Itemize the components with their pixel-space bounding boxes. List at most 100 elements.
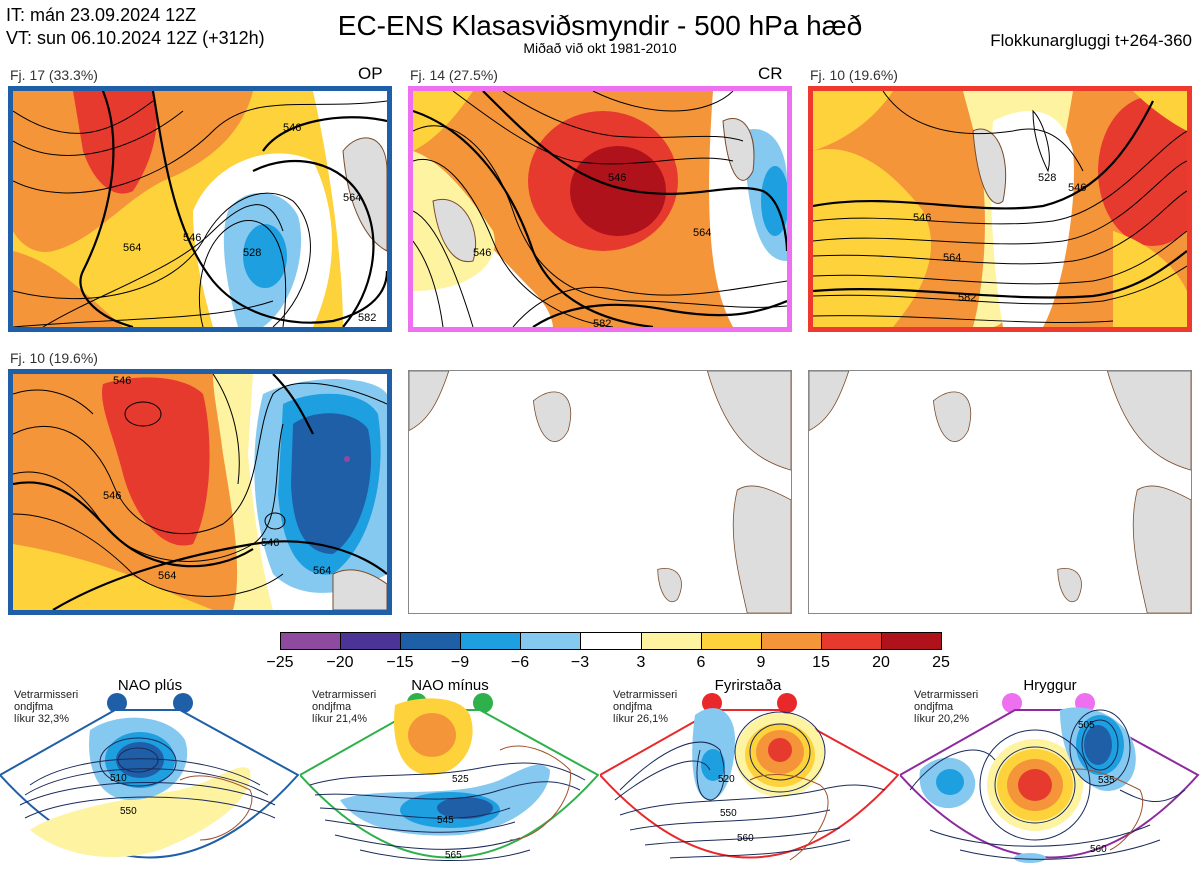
colorbar-swatch xyxy=(341,633,402,649)
colorbar-tick: −9 xyxy=(450,654,470,671)
colorbar-tick: −15 xyxy=(386,654,414,671)
colorbar-swatch xyxy=(641,633,702,649)
init-time: IT: mán 23.09.2024 12Z xyxy=(6,5,197,25)
colorbar-swatch xyxy=(761,633,822,649)
regime-1-marker xyxy=(173,693,193,713)
contour-label: 545 xyxy=(437,815,454,826)
contour-label: 582 xyxy=(593,318,611,327)
regime-3-marker xyxy=(777,693,797,713)
contour-label: 564 xyxy=(158,570,176,582)
contour-label: 560 xyxy=(737,833,754,844)
colorbar-swatch xyxy=(521,633,582,649)
regime-note-line: líkur 20,2% xyxy=(914,713,970,725)
cluster-2-map: 546 546 564 582 xyxy=(408,86,792,332)
regime-note-line: líkur 32,3% xyxy=(14,713,70,725)
contour-label: 582 xyxy=(958,292,976,304)
cluster-1-label: Fj. 17 (33.3%) xyxy=(10,67,98,83)
contour-label: 564 xyxy=(123,242,141,254)
anomaly-colorbar xyxy=(280,632,942,650)
colorbar-tick: 25 xyxy=(932,654,950,671)
cluster-1-map: 528 546 564 546 564 582 xyxy=(8,86,392,332)
contour-label: 528 xyxy=(1038,172,1056,184)
contour-label: 546 xyxy=(103,490,121,502)
regime-note-line: ondjfma xyxy=(312,701,352,713)
contour-label: 535 xyxy=(1098,775,1115,786)
empty-map-1 xyxy=(408,370,792,614)
regime-note-line: líkur 21,4% xyxy=(312,713,368,725)
cluster-3-map: 528 546 564 546 582 xyxy=(808,86,1192,332)
contour-label: 564 xyxy=(943,252,961,264)
contour-label: 546 xyxy=(473,247,491,259)
colorbar-swatch xyxy=(281,633,342,649)
regime-2-note: Vetrarmisseri ondjfma líkur 21,4% xyxy=(312,689,376,725)
page-subtitle: Miðað við okt 1981-2010 xyxy=(523,40,677,56)
contour-label: 564 xyxy=(313,565,331,577)
colorbar-swatch xyxy=(581,633,642,649)
colorbar-swatch xyxy=(701,633,762,649)
colorbar-swatch xyxy=(821,633,882,649)
colorbar-tick: 9 xyxy=(756,654,766,671)
contour-label: 546 xyxy=(1068,182,1086,194)
contour-label: 582 xyxy=(358,312,376,324)
regime-1-title: NAO plús xyxy=(117,677,183,694)
contour-label: 560 xyxy=(1090,844,1107,855)
colorbar-swatch xyxy=(461,633,522,649)
contour-label: 520 xyxy=(718,774,735,785)
contour-label: 505 xyxy=(1078,720,1095,731)
contour-label: 525 xyxy=(452,774,469,785)
regime-3-map: 520 550 560 xyxy=(600,708,900,861)
regime-3-note: Vetrarmisseri ondjfma líkur 26,1% xyxy=(613,689,677,725)
contour-label: 546 xyxy=(113,375,131,387)
cluster-2-tag: CR xyxy=(758,64,783,83)
init-time-block: IT: mán 23.09.2024 12Z VT: sun 06.10.202… xyxy=(6,4,265,50)
regime-1-note: Vetrarmisseri ondjfma líkur 32,3% xyxy=(14,689,78,725)
regime-4-map: 505 535 560 xyxy=(900,707,1200,863)
regime-note-line: Vetrarmisseri xyxy=(914,689,979,701)
cluster-3-label: Fj. 10 (19.6%) xyxy=(810,67,898,83)
regime-2-title: NAO mínus xyxy=(411,677,489,694)
valid-time: VT: sun 06.10.2024 12Z (+312h) xyxy=(6,28,265,48)
colorbar-tick: 6 xyxy=(696,654,706,671)
colorbar-tick: −3 xyxy=(570,654,590,671)
contour-label: 546 xyxy=(283,122,301,134)
page-title: EC-ENS Klasasviðsmyndir - 500 hPa hæð xyxy=(337,10,863,41)
colorbar-tick: 20 xyxy=(872,654,890,671)
regime-note-line: Vetrarmisseri xyxy=(613,689,678,701)
contour-label: 565 xyxy=(445,850,462,861)
contour-label: 564 xyxy=(693,227,711,239)
regime-note-line: ondjfma xyxy=(914,701,954,713)
colorbar-tick: −20 xyxy=(326,654,354,671)
colorbar-tick: 3 xyxy=(636,654,646,671)
cluster-2-label: Fj. 14 (27.5%) xyxy=(410,67,498,83)
contour-label: 564 xyxy=(343,192,361,204)
regime-note-line: Vetrarmisseri xyxy=(14,689,79,701)
cluster-4-map: 546 546 546 564 564 xyxy=(8,369,392,615)
colorbar-tick: 15 xyxy=(812,654,830,671)
regime-note-line: ondjfma xyxy=(613,701,653,713)
regime-2-map: 525 545 565 xyxy=(300,698,600,861)
contour-label: 546 xyxy=(608,172,626,184)
colorbar-swatch xyxy=(881,633,942,649)
regime-1-map: 510 550 xyxy=(0,709,300,859)
regime-4-marker xyxy=(1002,693,1022,713)
contour-label: 528 xyxy=(243,247,261,259)
cluster-1-tag: OP xyxy=(358,64,383,83)
regime-4-note: Vetrarmisseri ondjfma líkur 20,2% xyxy=(914,689,978,725)
regime-note-line: ondjfma xyxy=(14,701,54,713)
contour-label: 546 xyxy=(261,537,279,549)
regime-2-marker xyxy=(473,693,493,713)
empty-map-2 xyxy=(808,370,1192,614)
colorbar-tick: −25 xyxy=(266,654,294,671)
colorbar-swatch xyxy=(401,633,462,649)
regime-1-marker xyxy=(107,693,127,713)
contour-label: 546 xyxy=(183,232,201,244)
clustering-window: Flokkunargluggi t+264-360 xyxy=(990,31,1192,50)
contour-label: 550 xyxy=(120,806,137,817)
regime-note-line: líkur 26,1% xyxy=(613,713,669,725)
regime-3-marker xyxy=(702,693,722,713)
contour-label: 510 xyxy=(110,773,127,784)
regime-note-line: Vetrarmisseri xyxy=(312,689,377,701)
contour-label: 550 xyxy=(720,808,737,819)
regime-4-title: Hryggur xyxy=(1023,677,1077,694)
cluster-4-label: Fj. 10 (19.6%) xyxy=(10,350,98,366)
